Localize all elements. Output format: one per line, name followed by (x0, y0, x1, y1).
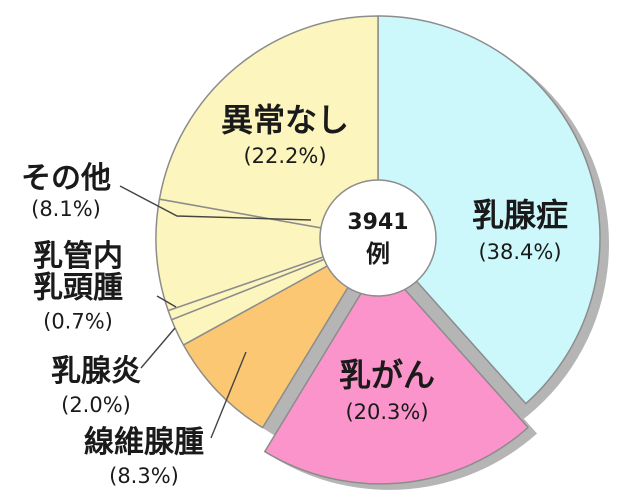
slice-label-intraductal-papilloma-line2: 乳頭腫 (33, 271, 123, 306)
slice-labels: 乳腺症 (38.4%) 乳がん (20.3%) 線維腺腫 (8.3%) 乳腺炎 (2.0%) 乳… (21, 101, 568, 488)
slice-other (155, 198, 379, 312)
slice-percent-other: (8.1%) (31, 197, 101, 221)
slice-label-breast-cancer: 乳がん (339, 356, 435, 394)
slice-percent-intraductal-papilloma: (0.7%) (43, 310, 113, 334)
slice-percent-fibroadenoma: (8.3%) (109, 464, 179, 488)
leader-line-mastitis (140, 327, 176, 369)
center-circle (319, 179, 437, 297)
center-unit-label: 例 (366, 240, 390, 268)
slice-label-other: その他 (21, 161, 111, 196)
slice-breast-cancer (264, 261, 529, 485)
slice-fibroadenoma (182, 237, 379, 429)
slice-label-intraductal-papilloma-line1: 乳管内 (33, 239, 123, 274)
pie-slices (155, 15, 601, 485)
slice-label-mastitis: 乳腺炎 (51, 354, 141, 389)
slice-label-fibroadenoma: 線維腺腫 (84, 425, 204, 460)
slice-percent-no-abnormality: (22.2%) (243, 144, 326, 168)
slice-label-no-abnormality: 異常なし (221, 101, 349, 139)
slice-label-mastopathy: 乳腺症 (472, 196, 568, 234)
slice-no-abnormality (158, 15, 379, 239)
leader-line-other (119, 185, 312, 221)
slice-percent-mastopathy: (38.4%) (478, 240, 561, 264)
leader-line-fibroadenoma (210, 351, 247, 439)
leader-lines (119, 185, 312, 439)
slice-mastopathy (377, 15, 601, 405)
slice-percent-mastitis: (2.0%) (61, 393, 131, 417)
leader-line-intraductal-papilloma (156, 295, 177, 308)
slice-percent-breast-cancer: (20.3%) (345, 400, 428, 424)
center-total-count: 3941 (347, 210, 408, 235)
